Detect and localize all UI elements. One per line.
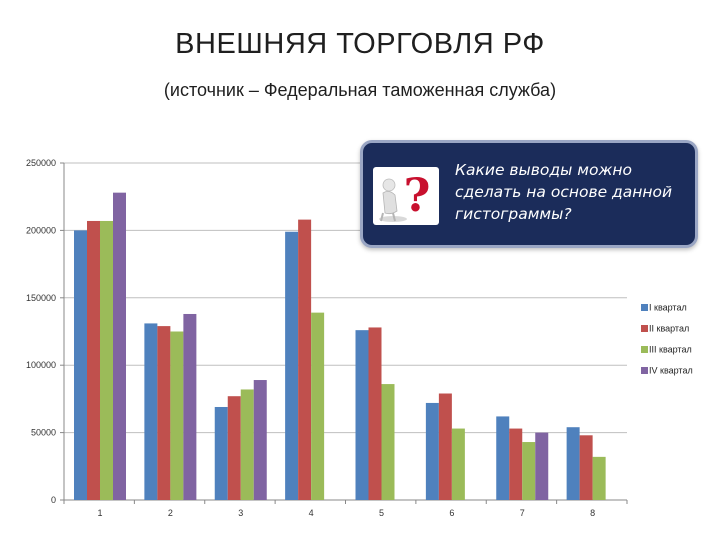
x-tick-label: 3: [238, 508, 243, 518]
bar: [183, 313, 197, 500]
bar: [451, 428, 465, 500]
y-tick-label: 50000: [31, 428, 56, 438]
bar: [214, 406, 228, 500]
chart-legend: I квартал II квартал III квартал IV квар…: [641, 302, 693, 386]
bar: [355, 330, 369, 500]
bar: [566, 427, 580, 500]
bar: [253, 380, 267, 500]
bar: [522, 442, 536, 500]
bar: [170, 331, 184, 500]
bar: [592, 456, 606, 500]
bar: [157, 326, 171, 500]
bar: [425, 402, 439, 500]
x-tick-label: 1: [97, 508, 102, 518]
page-title: ВНЕШНЯЯ ТОРГОВЛЯ РФ: [175, 28, 545, 60]
bar: [298, 219, 312, 500]
legend-item: IV квартал: [641, 365, 693, 386]
legend-label: IV квартал: [649, 365, 693, 376]
x-tick-label: 2: [168, 508, 173, 518]
x-tick-label: 7: [520, 508, 525, 518]
bar: [240, 389, 254, 500]
x-tick-label: 8: [590, 508, 595, 518]
y-tick-label: 0: [51, 495, 56, 505]
bar: [579, 435, 593, 500]
bar: [285, 231, 299, 501]
x-tick-label: 5: [379, 508, 384, 518]
y-tick-label: 150000: [26, 293, 56, 303]
legend-label: I квартал: [649, 302, 687, 313]
legend-swatch: [641, 367, 648, 375]
bar: [100, 220, 113, 501]
legend-swatch: [641, 346, 648, 354]
bar: [144, 323, 158, 500]
bar: [74, 230, 87, 500]
legend-swatch: [641, 304, 648, 312]
bar: [368, 327, 382, 500]
bar: [535, 432, 549, 500]
legend-swatch: [641, 325, 648, 333]
question-mark-icon: ?: [373, 167, 439, 225]
bar: [113, 192, 126, 500]
bar: [381, 384, 395, 500]
x-tick-label: 6: [449, 508, 454, 518]
bar: [496, 416, 510, 500]
legend-item: III квартал: [641, 344, 693, 365]
bar: [509, 428, 523, 500]
legend-item: II квартал: [641, 323, 693, 344]
callout-text: Какие выводы можно сделать на основе дан…: [455, 161, 673, 223]
y-tick-label: 250000: [26, 158, 56, 168]
y-tick-label: 200000: [26, 225, 56, 235]
bar: [438, 393, 452, 500]
bar: [227, 396, 241, 500]
bar: [87, 220, 100, 501]
question-callout: ? Какие выводы можно сделать на основе д…: [360, 140, 698, 248]
y-tick-label: 100000: [26, 360, 56, 370]
page-subtitle: (источник – Федеральная таможенная служб…: [163, 80, 557, 100]
x-tick-label: 4: [309, 508, 314, 518]
legend-label: III квартал: [649, 344, 692, 355]
legend-item: I квартал: [641, 302, 693, 323]
bar: [311, 312, 325, 500]
svg-text:?: ?: [404, 168, 431, 222]
legend-label: II квартал: [649, 323, 690, 334]
